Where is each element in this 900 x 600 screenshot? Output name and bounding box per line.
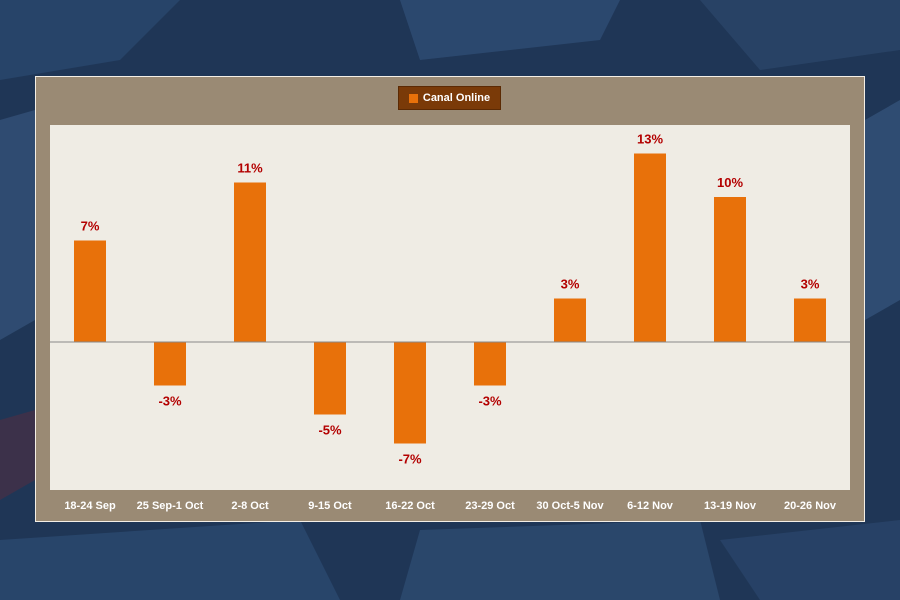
bar-7 [634,153,666,342]
data-label-6: 3% [561,277,580,292]
legend-label-canal-online: Canal Online [422,92,491,104]
x-tick-label-1: 25 Sep-1 Oct [137,500,204,512]
bar-2 [234,182,266,342]
data-label-1: -3% [158,394,182,409]
chart-legend: Canal Online [398,86,501,110]
data-label-9: 3% [801,277,820,292]
data-label-2: 11% [237,161,263,176]
data-label-3: -5% [318,423,342,438]
bar-5 [474,342,506,386]
bar-1 [154,342,186,386]
bar-8 [714,197,746,342]
bar-9 [794,298,826,342]
data-label-4: -7% [398,452,422,467]
data-label-0: 7% [81,219,100,234]
x-tick-label-5: 23-29 Oct [465,500,515,512]
x-tick-label-8: 13-19 Nov [704,500,757,512]
bar-4 [394,342,426,444]
x-tick-label-0: 18-24 Sep [64,500,116,512]
x-tick-label-4: 16-22 Oct [385,500,435,512]
data-label-5: -3% [478,394,502,409]
x-tick-label-2: 2-8 Oct [231,500,269,512]
x-tick-label-3: 9-15 Oct [308,500,352,512]
bar-3 [314,342,346,415]
bar-6 [554,298,586,342]
data-label-8: 10% [717,175,743,190]
x-tick-label-9: 20-26 Nov [784,500,837,512]
legend-swatch [408,93,418,103]
x-tick-label-7: 6-12 Nov [627,500,674,512]
x-tick-label-6: 30 Oct-5 Nov [536,500,604,512]
data-label-7: 13% [637,132,663,147]
bar-0 [74,240,106,342]
